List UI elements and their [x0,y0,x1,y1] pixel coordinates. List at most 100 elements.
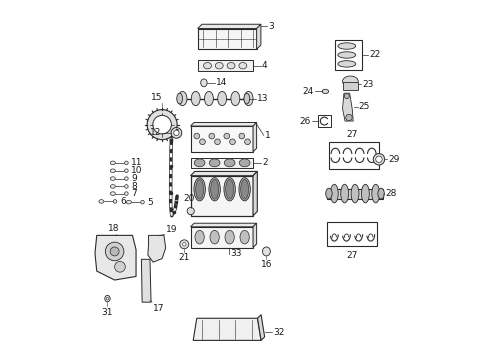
Ellipse shape [338,61,356,67]
Ellipse shape [241,180,248,199]
Text: 23: 23 [362,80,373,89]
Ellipse shape [105,242,124,261]
Ellipse shape [147,110,177,140]
Ellipse shape [124,177,128,180]
Ellipse shape [362,184,369,203]
Ellipse shape [376,156,382,162]
Text: 29: 29 [388,155,399,164]
Ellipse shape [194,178,205,201]
Ellipse shape [244,91,253,106]
Text: 15: 15 [151,94,163,103]
Ellipse shape [372,184,380,203]
Ellipse shape [105,296,110,302]
Ellipse shape [174,130,179,135]
Polygon shape [95,235,136,280]
Text: 3: 3 [269,22,274,31]
Ellipse shape [230,139,235,145]
Text: 33: 33 [230,249,242,258]
Polygon shape [258,315,265,341]
Ellipse shape [224,133,230,139]
Text: 26: 26 [299,117,311,126]
Ellipse shape [245,139,250,145]
Text: 27: 27 [346,251,358,260]
Ellipse shape [196,180,203,199]
Text: 19: 19 [167,225,178,234]
Text: 7: 7 [131,189,137,198]
Ellipse shape [225,230,234,244]
Bar [191,126,253,152]
Ellipse shape [378,188,384,199]
Text: 32: 32 [273,328,284,337]
Text: 27: 27 [346,130,358,139]
Ellipse shape [194,159,205,167]
Bar [335,40,362,69]
Ellipse shape [153,115,172,134]
Ellipse shape [244,93,249,104]
Polygon shape [142,259,151,302]
Text: 5: 5 [147,198,153,207]
Ellipse shape [180,240,189,249]
Text: 9: 9 [131,174,137,183]
Text: 22: 22 [369,50,381,59]
Bar [197,60,253,71]
Ellipse shape [351,184,359,203]
Ellipse shape [171,127,182,138]
Polygon shape [197,24,261,28]
Ellipse shape [209,159,220,167]
Polygon shape [191,122,257,126]
Text: 16: 16 [261,260,272,269]
Ellipse shape [178,91,187,106]
Ellipse shape [203,63,211,69]
Ellipse shape [201,79,207,87]
Ellipse shape [113,200,117,203]
Polygon shape [193,318,261,341]
Bar [191,176,253,216]
Bar [318,115,331,127]
Ellipse shape [141,201,144,204]
Text: 8: 8 [131,182,137,191]
Ellipse shape [110,177,115,180]
Ellipse shape [326,188,332,199]
Text: 18: 18 [108,224,119,233]
Ellipse shape [209,133,215,139]
Text: 20: 20 [183,194,195,203]
Text: 31: 31 [102,307,113,316]
Polygon shape [253,223,257,248]
Ellipse shape [177,93,182,104]
Ellipse shape [110,185,115,188]
Polygon shape [343,93,353,121]
Ellipse shape [239,133,245,139]
Ellipse shape [215,63,223,69]
Ellipse shape [195,230,204,244]
Text: 10: 10 [131,166,143,175]
Ellipse shape [346,114,352,121]
Ellipse shape [110,169,115,172]
Text: 14: 14 [216,78,227,87]
Bar [191,227,253,248]
Bar [197,28,257,49]
Text: 6: 6 [120,197,126,206]
Polygon shape [257,24,261,49]
Ellipse shape [239,63,247,69]
Bar [343,82,358,90]
Bar [329,142,379,169]
Text: 25: 25 [359,102,370,111]
Text: 4: 4 [262,61,268,70]
Bar [327,189,383,199]
Text: 21: 21 [178,253,190,262]
Polygon shape [253,171,257,216]
Ellipse shape [126,201,131,204]
Polygon shape [253,122,257,152]
Text: 24: 24 [302,87,314,96]
Ellipse shape [224,159,235,167]
Ellipse shape [263,247,270,256]
Ellipse shape [194,133,199,139]
Ellipse shape [199,139,205,145]
Ellipse shape [330,184,338,203]
Ellipse shape [124,185,128,188]
Polygon shape [148,235,166,262]
Ellipse shape [338,52,356,58]
Ellipse shape [182,243,186,246]
Ellipse shape [231,91,240,106]
Ellipse shape [124,192,128,195]
